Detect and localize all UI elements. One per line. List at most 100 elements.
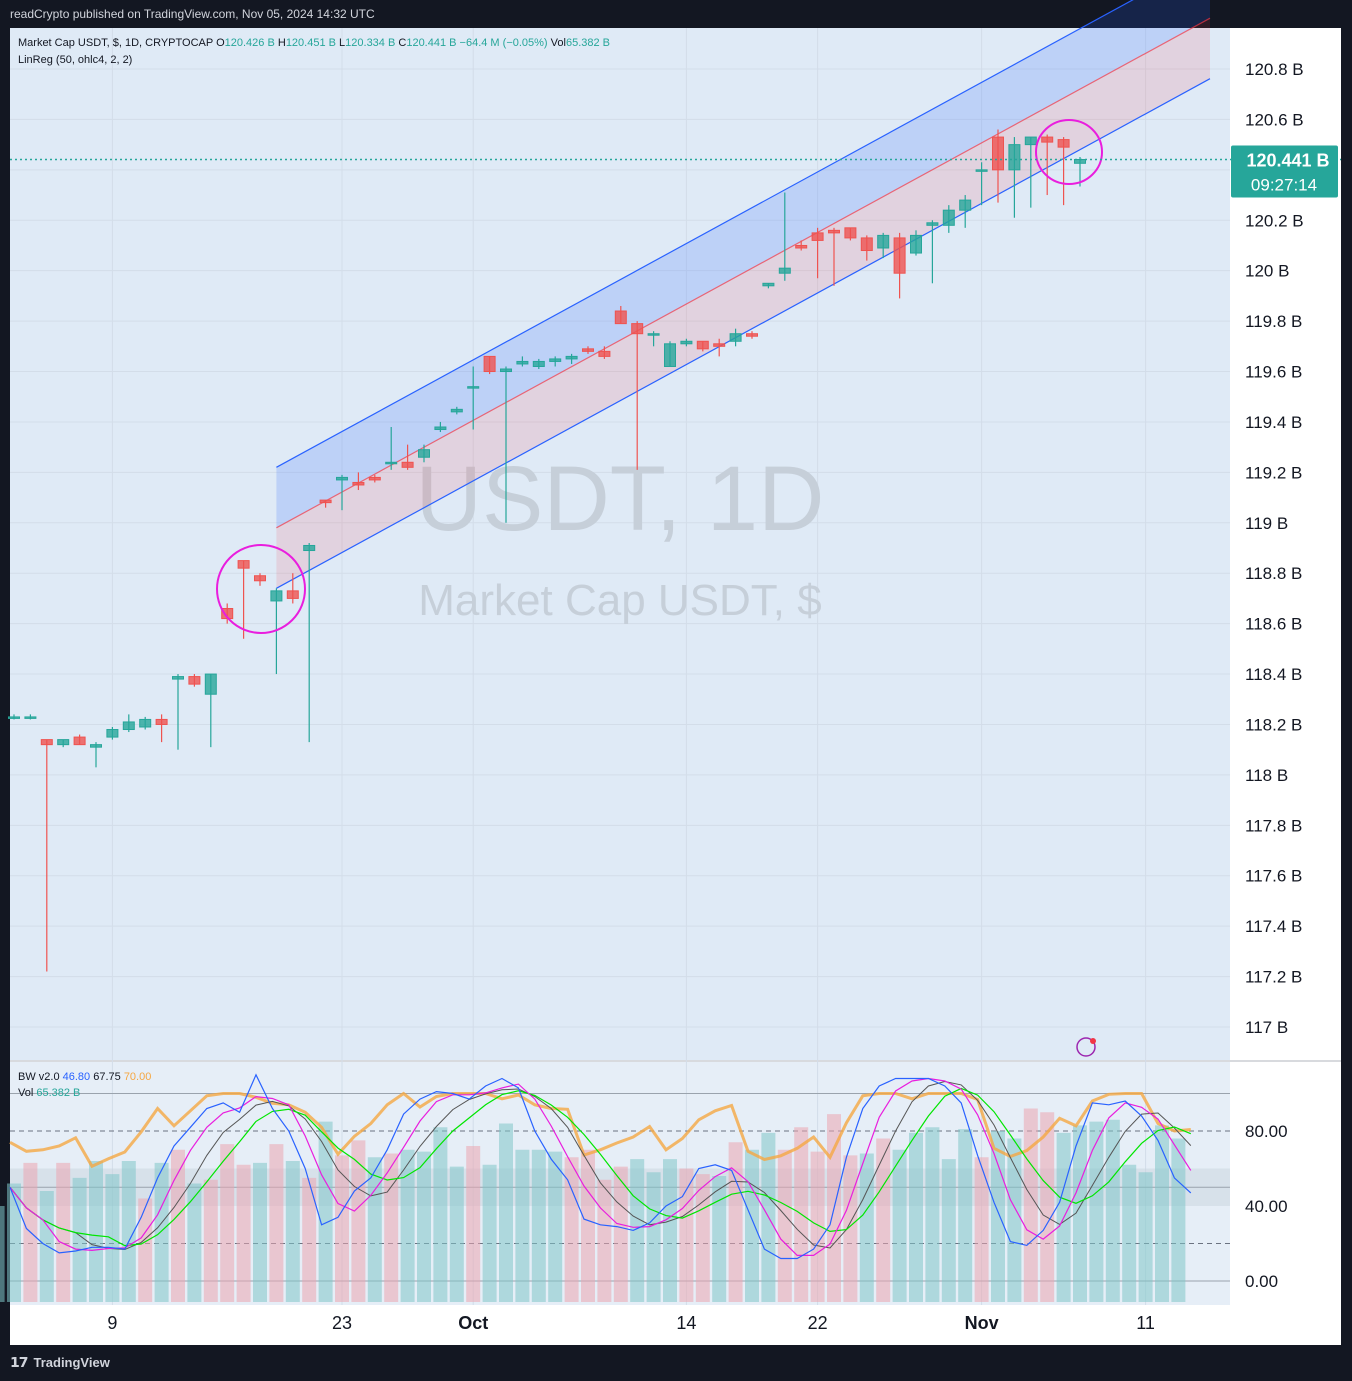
candle-body bbox=[680, 340, 693, 345]
candle bbox=[368, 474, 381, 483]
y-tick-label: 118 B bbox=[1245, 766, 1288, 785]
candle bbox=[385, 426, 398, 470]
y-tick-label: 119.6 B bbox=[1245, 363, 1302, 382]
candle bbox=[516, 356, 529, 367]
y-tick-label: 117.4 B bbox=[1245, 917, 1302, 936]
candle-body bbox=[467, 386, 480, 389]
candle bbox=[483, 355, 496, 375]
candle-body bbox=[188, 676, 201, 685]
candle-body bbox=[57, 739, 70, 746]
channel-lower-line bbox=[276, 78, 1211, 589]
candle bbox=[172, 674, 184, 750]
candle bbox=[565, 353, 578, 364]
candle bbox=[319, 499, 332, 508]
alert-icon bbox=[1076, 1037, 1096, 1057]
volume-bar bbox=[925, 1127, 940, 1302]
candle bbox=[155, 714, 168, 743]
volume-bar bbox=[909, 1132, 923, 1302]
volume-bar bbox=[203, 1179, 218, 1302]
volume-bar bbox=[351, 1140, 366, 1302]
candle-body bbox=[762, 282, 775, 287]
candle-body bbox=[139, 718, 152, 728]
volume-bar bbox=[466, 1146, 481, 1302]
volume-bar bbox=[335, 1155, 349, 1302]
volume-bar bbox=[154, 1162, 169, 1302]
volume-bar bbox=[417, 1151, 431, 1302]
channel-upper-fill bbox=[276, 0, 1210, 528]
candle bbox=[450, 406, 463, 415]
candle-body bbox=[910, 234, 922, 254]
candle-body bbox=[40, 739, 53, 746]
candle-body bbox=[516, 360, 529, 365]
candle bbox=[975, 162, 988, 206]
candle-body bbox=[647, 333, 660, 336]
candle bbox=[729, 328, 742, 347]
candle-body bbox=[106, 729, 119, 738]
candle bbox=[139, 716, 152, 730]
candle bbox=[992, 129, 1004, 203]
candle bbox=[893, 232, 906, 299]
candle-body bbox=[90, 744, 102, 748]
x-tick-label: 23 bbox=[332, 1313, 352, 1333]
footer-brand-label: TradingView bbox=[33, 1355, 110, 1370]
x-tick-label: Oct bbox=[458, 1313, 488, 1333]
candle-body bbox=[286, 590, 299, 599]
candle bbox=[926, 220, 939, 284]
candle bbox=[122, 714, 135, 733]
candle-body bbox=[73, 736, 86, 746]
candle-body bbox=[942, 209, 955, 226]
candle bbox=[959, 195, 972, 228]
volume-bar bbox=[958, 1129, 973, 1302]
candle-body bbox=[664, 343, 676, 367]
candle-body bbox=[778, 267, 791, 274]
candle bbox=[254, 573, 266, 586]
y-tick-label: 118.4 B bbox=[1245, 665, 1302, 684]
candle bbox=[860, 235, 873, 261]
y-tick-label: 120 B bbox=[1245, 262, 1289, 281]
volume-bar bbox=[548, 1151, 563, 1302]
channel-lower-fill bbox=[276, 18, 1210, 589]
candle-body bbox=[795, 244, 808, 249]
y-tick-label: 119 B bbox=[1245, 514, 1288, 533]
x-tick-label: 14 bbox=[676, 1313, 696, 1333]
tradingview-logo-icon: 𝟭𝟳 bbox=[10, 1354, 29, 1370]
volume-bar bbox=[646, 1172, 661, 1302]
candle-body bbox=[1057, 139, 1070, 148]
candle-body bbox=[1008, 144, 1021, 171]
candle-body bbox=[614, 310, 627, 325]
volume-bar bbox=[613, 1166, 628, 1302]
osc-gray-line bbox=[9, 1080, 1192, 1251]
vol-legend: Vol 65.382 B bbox=[18, 1087, 80, 1099]
candle-body bbox=[746, 333, 758, 337]
x-tick-label: 22 bbox=[808, 1313, 828, 1333]
candle bbox=[106, 726, 119, 740]
candle-body bbox=[237, 560, 250, 569]
volume-bar bbox=[318, 1121, 333, 1302]
volume-bar bbox=[712, 1176, 727, 1302]
x-tick-label: 11 bbox=[1136, 1313, 1155, 1333]
y-tick-label: 120.2 B bbox=[1245, 211, 1304, 230]
candle bbox=[631, 321, 644, 470]
volume-bar bbox=[499, 1123, 513, 1302]
candle-body bbox=[811, 232, 824, 241]
volume-bar bbox=[56, 1162, 71, 1302]
x-tick-label: Nov bbox=[965, 1313, 999, 1333]
candle bbox=[713, 338, 726, 357]
volume-bar bbox=[581, 1149, 595, 1302]
indicator-legend: LinReg (50, ohlc4, 2, 2) bbox=[18, 54, 132, 66]
volume-bar bbox=[1089, 1121, 1104, 1302]
watermark-title: USDT, 1D bbox=[416, 448, 825, 550]
volume-bar bbox=[810, 1151, 825, 1302]
volume-bar bbox=[941, 1159, 956, 1302]
volume-bar bbox=[843, 1155, 858, 1302]
candle-body bbox=[844, 227, 857, 239]
volume-bar bbox=[269, 1144, 284, 1302]
y-tick-label: 118.2 B bbox=[1245, 715, 1302, 734]
candle-body bbox=[8, 716, 20, 719]
volume-bar bbox=[171, 1149, 185, 1302]
candle-body bbox=[959, 199, 972, 211]
footer-brand[interactable]: 𝟭𝟳 TradingView bbox=[10, 1354, 110, 1371]
volume-bar bbox=[384, 1153, 399, 1302]
candle-body bbox=[303, 544, 316, 552]
